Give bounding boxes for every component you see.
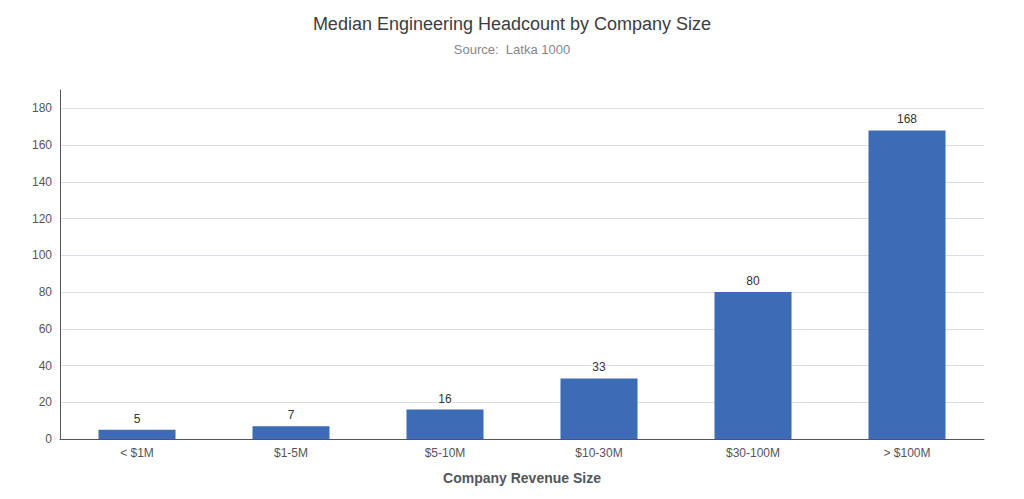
svg-text:160: 160 xyxy=(32,138,52,152)
svg-text:140: 140 xyxy=(32,175,52,189)
svg-text:80: 80 xyxy=(39,285,53,299)
svg-text:5: 5 xyxy=(134,412,141,426)
svg-text:20: 20 xyxy=(39,395,53,409)
svg-text:Company Revenue Size: Company Revenue Size xyxy=(443,470,601,486)
svg-text:$1-5M: $1-5M xyxy=(274,446,308,460)
svg-text:Source: Latka 1000: Source: Latka 1000 xyxy=(454,42,570,57)
svg-text:80: 80 xyxy=(746,274,760,288)
svg-text:$10-30M: $10-30M xyxy=(575,446,622,460)
svg-text:33: 33 xyxy=(592,360,606,374)
svg-text:Median Engineering Headcount b: Median Engineering Headcount by Company … xyxy=(313,14,711,34)
svg-text:> $100M: > $100M xyxy=(883,446,930,460)
svg-text:$5-10M: $5-10M xyxy=(425,446,466,460)
svg-text:60: 60 xyxy=(39,322,53,336)
svg-text:168: 168 xyxy=(897,112,917,126)
svg-text:16: 16 xyxy=(438,392,452,406)
svg-text:40: 40 xyxy=(39,359,53,373)
svg-text:< $1M: < $1M xyxy=(120,446,154,460)
svg-text:120: 120 xyxy=(32,212,52,226)
svg-text:180: 180 xyxy=(32,101,52,115)
svg-text:100: 100 xyxy=(32,248,52,262)
svg-text:7: 7 xyxy=(288,408,295,422)
svg-text:$30-100M: $30-100M xyxy=(726,446,780,460)
svg-text:0: 0 xyxy=(45,432,52,446)
